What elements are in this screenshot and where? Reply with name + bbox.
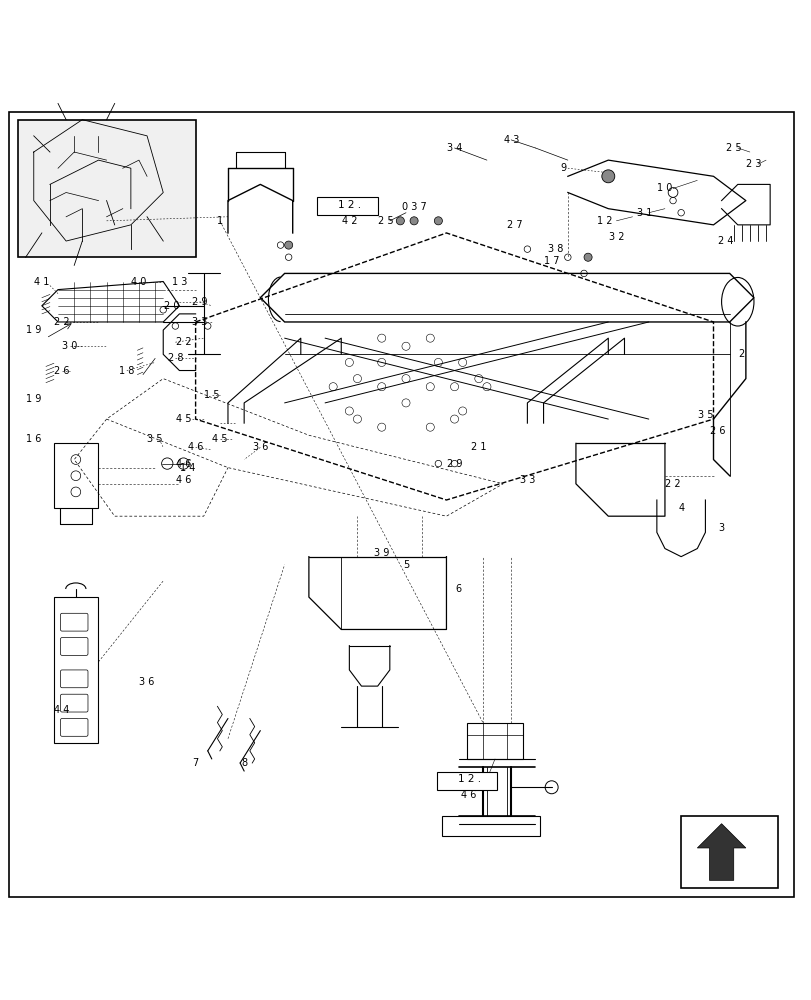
Text: 8: 8 [241,758,247,768]
Circle shape [601,170,614,183]
Text: 3 2: 3 2 [608,232,624,242]
Text: 2 2: 2 2 [175,337,191,347]
Text: 2 7: 2 7 [507,220,522,230]
Bar [466,723,523,759]
Text: 4 6: 4 6 [175,475,191,485]
Text: 1 3: 1 3 [171,277,187,287]
Text: 6: 6 [455,584,461,594]
Circle shape [410,217,418,225]
Text: 3: 3 [718,523,723,533]
Text: 9: 9 [560,163,566,173]
Text: 1 9: 1 9 [26,394,41,404]
Text: 1 9: 1 9 [26,325,41,335]
Text: 3 0: 3 0 [62,341,78,351]
Circle shape [285,241,292,249]
Text: 4 6: 4 6 [187,442,203,452]
Text: 7: 7 [192,758,199,768]
Text: 2 9: 2 9 [191,297,207,307]
FancyBboxPatch shape [316,197,377,215]
Text: 1 2: 1 2 [596,216,611,226]
Text: 2 5: 2 5 [725,143,740,153]
Circle shape [434,217,442,225]
Text: 4 6: 4 6 [175,459,191,469]
Text: 3 8: 3 8 [547,244,563,254]
Polygon shape [697,824,745,880]
Text: 4 2: 4 2 [329,208,345,218]
Text: 1 6: 1 6 [26,434,41,444]
Text: 4 4: 4 4 [54,705,70,715]
Text: 2 6: 2 6 [54,366,70,376]
Text: 3 3: 3 3 [191,317,207,327]
Text: 3 4: 3 4 [446,143,461,153]
Text: 2 2: 2 2 [664,479,680,489]
Text: 3 5: 3 5 [697,410,712,420]
Text: 3 3: 3 3 [519,475,534,485]
Text: 1 2 .: 1 2 . [457,774,480,784]
Text: 4 2: 4 2 [341,216,357,226]
Text: 1 8: 1 8 [119,366,135,376]
Circle shape [583,253,591,261]
Text: 1 7: 1 7 [543,256,559,266]
Text: 2 0: 2 0 [163,301,179,311]
Text: 3 6: 3 6 [139,677,155,687]
Text: 0 3 7: 0 3 7 [401,202,426,212]
Text: 5: 5 [402,560,409,570]
Text: 4 1: 4 1 [34,277,49,287]
Text: 1 0: 1 0 [656,183,672,193]
Text: 1 2 .: 1 2 . [337,200,360,210]
Text: 3 1: 3 1 [637,208,651,218]
Text: 2 5: 2 5 [377,216,393,226]
Bar [680,816,777,888]
Text: 3 5: 3 5 [148,434,163,444]
Text: 1 5: 1 5 [204,390,219,400]
Text: 2 2: 2 2 [54,317,70,327]
Text: 2 4: 2 4 [717,236,732,246]
Bar [18,120,195,257]
Text: 4 6: 4 6 [461,790,476,800]
Text: 2: 2 [738,349,744,359]
Text: 2 6: 2 6 [709,426,724,436]
Text: 4 5: 4 5 [175,414,191,424]
Text: 4 5: 4 5 [212,434,227,444]
Text: 2 3: 2 3 [745,159,761,169]
Text: 1 4: 1 4 [179,463,195,473]
Text: 2 9: 2 9 [446,459,461,469]
Text: 3 6: 3 6 [252,442,268,452]
FancyBboxPatch shape [436,772,497,790]
Text: 2 8: 2 8 [167,353,183,363]
Text: 4 3: 4 3 [503,135,518,145]
Text: 4 0: 4 0 [131,277,147,287]
Text: 1: 1 [217,216,223,226]
Text: 4: 4 [677,503,684,513]
Circle shape [396,217,404,225]
Text: 2 1: 2 1 [470,442,486,452]
Bar [442,816,539,836]
Text: 3 9: 3 9 [374,548,389,558]
Text: 1 1: 1 1 [474,774,490,784]
